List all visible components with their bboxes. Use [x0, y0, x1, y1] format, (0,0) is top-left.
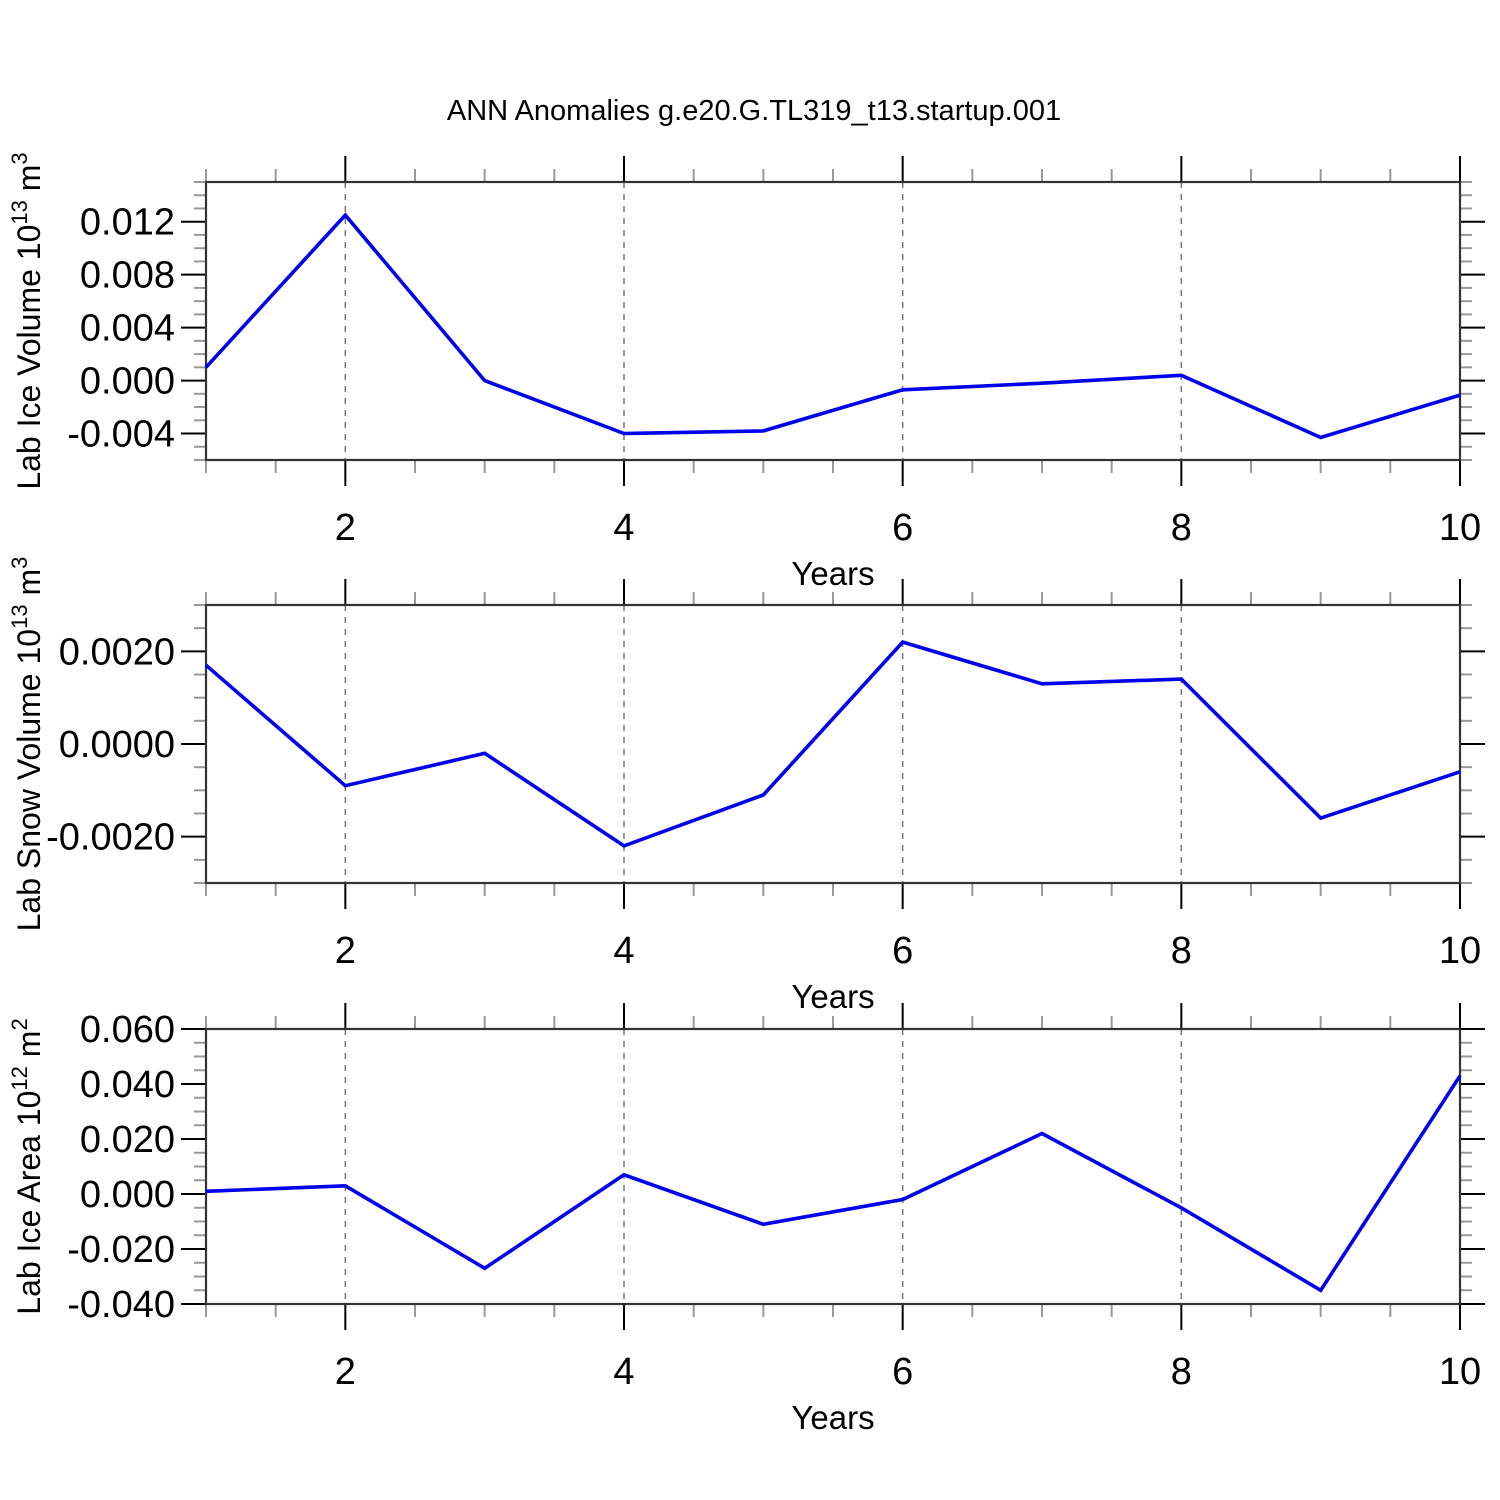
- x-tick-label: 10: [1439, 507, 1481, 549]
- y-tick-label: -0.020: [67, 1229, 175, 1271]
- minor-ticks: [194, 169, 1472, 473]
- panel-lab-ice-area: 2 4 6 8 10 -0.040 -0.020 0.000 0.020 0.040 0.060 Ye…: [7, 1003, 1485, 1436]
- y-tick-label: 0.040: [80, 1064, 175, 1106]
- y-tick-label: 0.000: [80, 1174, 175, 1216]
- y-tick-label: 0.0000: [59, 724, 175, 766]
- y-axis: -0.004 0.000 0.004 0.008 0.012: [67, 202, 1485, 456]
- series-line: [205, 1074, 1462, 1293]
- x-tick-label: 2: [335, 1351, 356, 1393]
- y-axis-title: Lab Ice Volume 1013 m3: [7, 152, 47, 489]
- x-axis-title: Years: [791, 1399, 874, 1436]
- figure-title: ANN Anomalies g.e20.G.TL319_t13.startup.…: [447, 95, 1061, 127]
- plot-frame: [204, 1027, 1462, 1306]
- x-axis: 2 4 6 8 10: [335, 156, 1481, 549]
- x-axis-title: Years: [791, 555, 874, 592]
- series-line: [204, 212, 1461, 440]
- minor-ticks: [194, 1016, 1472, 1317]
- y-tick-label: 0.060: [80, 1009, 175, 1051]
- x-tick-label: 2: [335, 930, 356, 972]
- x-tick-label: 4: [613, 1351, 634, 1393]
- y-tick-label: -0.004: [67, 414, 175, 456]
- x-tick-label: 10: [1439, 1351, 1481, 1393]
- y-tick-label: 0.008: [80, 255, 175, 297]
- x-tick-label: 2: [335, 507, 356, 549]
- y-tick-label: 0.000: [80, 361, 175, 403]
- y-axis: -0.0020 0.0000 0.0020: [46, 631, 1485, 859]
- y-tick-label: 0.004: [80, 308, 175, 350]
- x-axis: 2 4 6 8 10: [335, 579, 1481, 972]
- x-tick-label: 4: [613, 930, 634, 972]
- minor-ticks: [194, 592, 1472, 896]
- x-tick-label: 6: [892, 930, 913, 972]
- x-tick-label: 8: [1171, 1351, 1192, 1393]
- x-axis-title: Years: [791, 978, 874, 1015]
- y-tick-label: 0.020: [80, 1119, 175, 1161]
- panel-lab-snow-volume: 2 4 6 8 10 -0.0020 0.0000 0.0020 Years Lab Snow V…: [7, 557, 1485, 1015]
- x-axis: 2 4 6 8 10: [335, 1003, 1481, 1393]
- x-tick-label: 10: [1439, 930, 1481, 972]
- x-tick-label: 8: [1171, 507, 1192, 549]
- series-line: [204, 640, 1461, 848]
- x-tick-label: 8: [1171, 930, 1192, 972]
- plot-frame: [204, 180, 1462, 462]
- x-tick-label: 6: [892, 1351, 913, 1393]
- y-axis: -0.040 -0.020 0.000 0.020 0.040 0.060: [67, 1009, 1485, 1326]
- gridlines: [344, 182, 1183, 460]
- y-axis-title: Lab Snow Volume 1013 m3: [7, 557, 47, 932]
- gridlines: [344, 605, 1183, 883]
- gridlines: [344, 1029, 1183, 1304]
- y-tick-label: -0.0020: [46, 817, 175, 859]
- x-tick-label: 6: [892, 507, 913, 549]
- y-tick-label: 0.012: [80, 202, 175, 244]
- x-tick-label: 4: [613, 507, 634, 549]
- panel-lab-ice-volume: 2 4 6 8 10 -0.004 0.000 0.004 0.008 0.012 Years Lab…: [7, 152, 1485, 592]
- y-axis-title: Lab Ice Area 1012 m2: [7, 1018, 47, 1314]
- y-tick-label: 0.0020: [59, 631, 175, 673]
- plot-frame: [204, 603, 1462, 885]
- y-tick-label: -0.040: [67, 1284, 175, 1326]
